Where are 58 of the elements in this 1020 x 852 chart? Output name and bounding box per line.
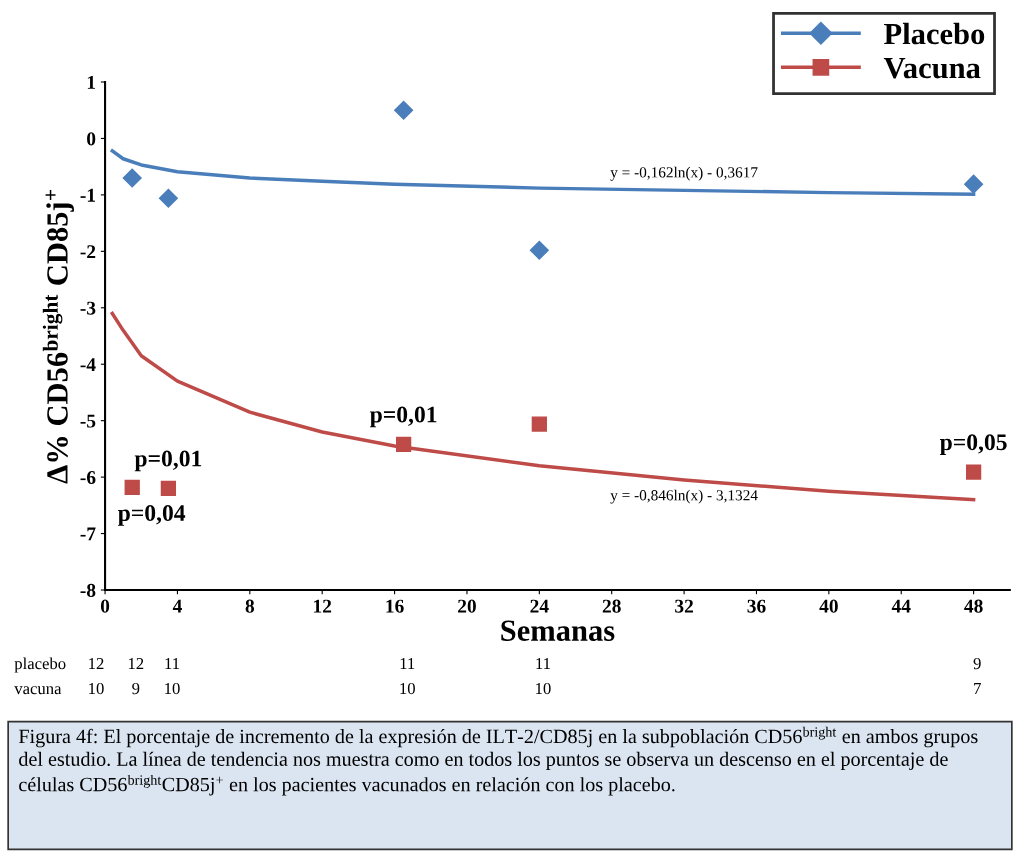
point — [124, 479, 140, 495]
y-tick-label: -8 — [80, 583, 96, 597]
point — [160, 480, 177, 497]
x-tick-label: 40 — [819, 599, 838, 613]
text: 10 — [165, 682, 180, 695]
text: Figura 4f: El porcentaje de incremento de la expresión de ILT-2/CD85j en la subpoblación CD56$^{bright}$ en ambos grupos del estudio. La línea de tendencia nos muestra como en todos los puntos se observa un descenso en el porcentaje de células CD56$^{bright}$CD85j$^{+}$ en los pacientes vacunados en relación con los placebo. — [18, 726, 978, 796]
x-axis-title: Semanas — [501, 620, 615, 641]
text: vacuna — [14, 686, 62, 695]
text: 12 — [89, 657, 104, 670]
text: 9 — [132, 682, 140, 695]
annotation: y = -0,162ln(x) - 0,3617 — [610, 166, 758, 181]
point — [395, 436, 412, 453]
text: 10 — [89, 682, 104, 695]
annotation: p=0,01 — [134, 450, 202, 472]
y-tick-label: -5 — [80, 414, 96, 428]
x-tick-label: 32 — [675, 599, 693, 613]
point — [965, 464, 982, 480]
x-tick-label: 48 — [964, 599, 983, 613]
x-tick-label: 20 — [458, 599, 476, 613]
point — [158, 188, 178, 208]
text: 11 — [400, 658, 415, 670]
point — [394, 100, 414, 120]
x-tick-label: 36 — [747, 599, 766, 613]
y-tick-label: -3 — [80, 301, 96, 315]
y-tick-label: -7 — [80, 527, 96, 541]
annotation: y = -0,846ln(x) - 3,1324 — [610, 489, 758, 504]
x-tick-label: 44 — [891, 599, 911, 613]
text: 9 — [973, 657, 981, 670]
legend-label: Vacuna — [883, 58, 981, 79]
point — [122, 168, 142, 188]
legend-label: Placebo — [884, 22, 985, 45]
x-tick-label: 24 — [530, 599, 549, 613]
x-tick-label: 8 — [245, 599, 255, 613]
point — [531, 416, 547, 432]
x-tick-label: 0 — [100, 599, 110, 613]
y-tick-label: 1 — [87, 75, 96, 89]
y-tick-label: -6 — [80, 470, 96, 485]
text: 12 — [128, 657, 144, 670]
text: 10 — [536, 682, 551, 695]
text: 11 — [536, 658, 550, 670]
x-tick-label: 12 — [314, 599, 332, 613]
y-tick-label: -2 — [80, 245, 96, 259]
point — [964, 174, 984, 194]
y-tick-label: 0 — [87, 132, 96, 146]
text: 11 — [165, 658, 180, 670]
text: placebo — [14, 657, 66, 673]
y-tick-label: -1 — [80, 188, 96, 202]
x-tick-label: 4 — [172, 599, 182, 613]
annotation: p=0,04 — [117, 505, 186, 526]
annotation: p=0,05 — [939, 434, 1007, 455]
x-tick-label: 28 — [602, 599, 621, 613]
text: 10 — [400, 682, 415, 695]
annotation: p=0,01 — [369, 406, 437, 428]
y-axis-title: Δ% CD56$^{bright}$ CD85j$^{+}$ — [42, 190, 74, 484]
point — [529, 240, 549, 260]
x-tick-label: 16 — [386, 599, 404, 613]
text: 7 — [974, 683, 981, 695]
y-tick-label: -4 — [80, 358, 96, 371]
